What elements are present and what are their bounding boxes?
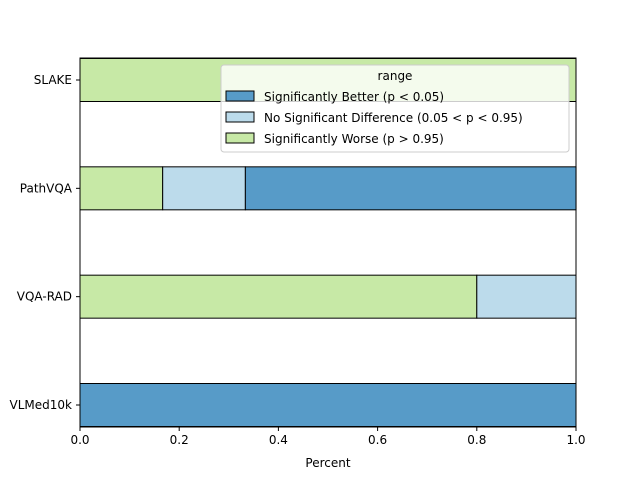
bar-pathvqa-series-2 xyxy=(244,166,577,211)
x-axis-label: Percent xyxy=(305,456,350,470)
legend-items: Significantly Better (p < 0.05) No Signif… xyxy=(225,90,523,146)
legend-box xyxy=(220,64,570,153)
y-tick-label: VLMed10k xyxy=(10,398,73,412)
x-axis: 0.0 0.2 0.4 0.6 0.8 1.0 xyxy=(70,427,586,447)
x-tick-label: 0.8 xyxy=(467,433,486,447)
y-tick-label: SLAKE xyxy=(34,73,72,87)
legend: range Significantly Better (p < 0.05) No … xyxy=(220,64,570,153)
legend-label: Significantly Better (p < 0.05) xyxy=(264,90,444,104)
x-tick-label: 0.2 xyxy=(170,433,189,447)
legend-label: Significantly Worse (p > 0.95) xyxy=(264,132,444,146)
legend-swatch xyxy=(225,111,255,123)
y-axis: SLAKE PathVQA VQA-RAD VLMed10k xyxy=(10,73,80,412)
x-tick-label: 1.0 xyxy=(566,433,585,447)
bar-vqa-rad-series-0 xyxy=(79,274,478,319)
legend-swatch xyxy=(225,132,255,144)
bar-pathvqa-series-1 xyxy=(162,166,246,211)
x-tick-label: 0.0 xyxy=(70,433,89,447)
legend-label: No Significant Difference (0.05 < p < 0.… xyxy=(264,111,523,125)
y-tick-label: VQA-RAD xyxy=(17,290,72,304)
legend-swatch xyxy=(225,90,255,102)
bar-vqa-rad-series-1 xyxy=(476,274,577,319)
plot-frame xyxy=(79,57,577,428)
x-tick-label: 0.6 xyxy=(368,433,387,447)
legend-title: range xyxy=(378,69,413,83)
bar-pathvqa-series-0 xyxy=(79,166,164,211)
bars-group xyxy=(79,58,577,427)
x-tick-label: 0.4 xyxy=(269,433,288,447)
bar-vlmed10k-series-2 xyxy=(79,383,577,427)
y-tick-label: PathVQA xyxy=(20,181,73,195)
